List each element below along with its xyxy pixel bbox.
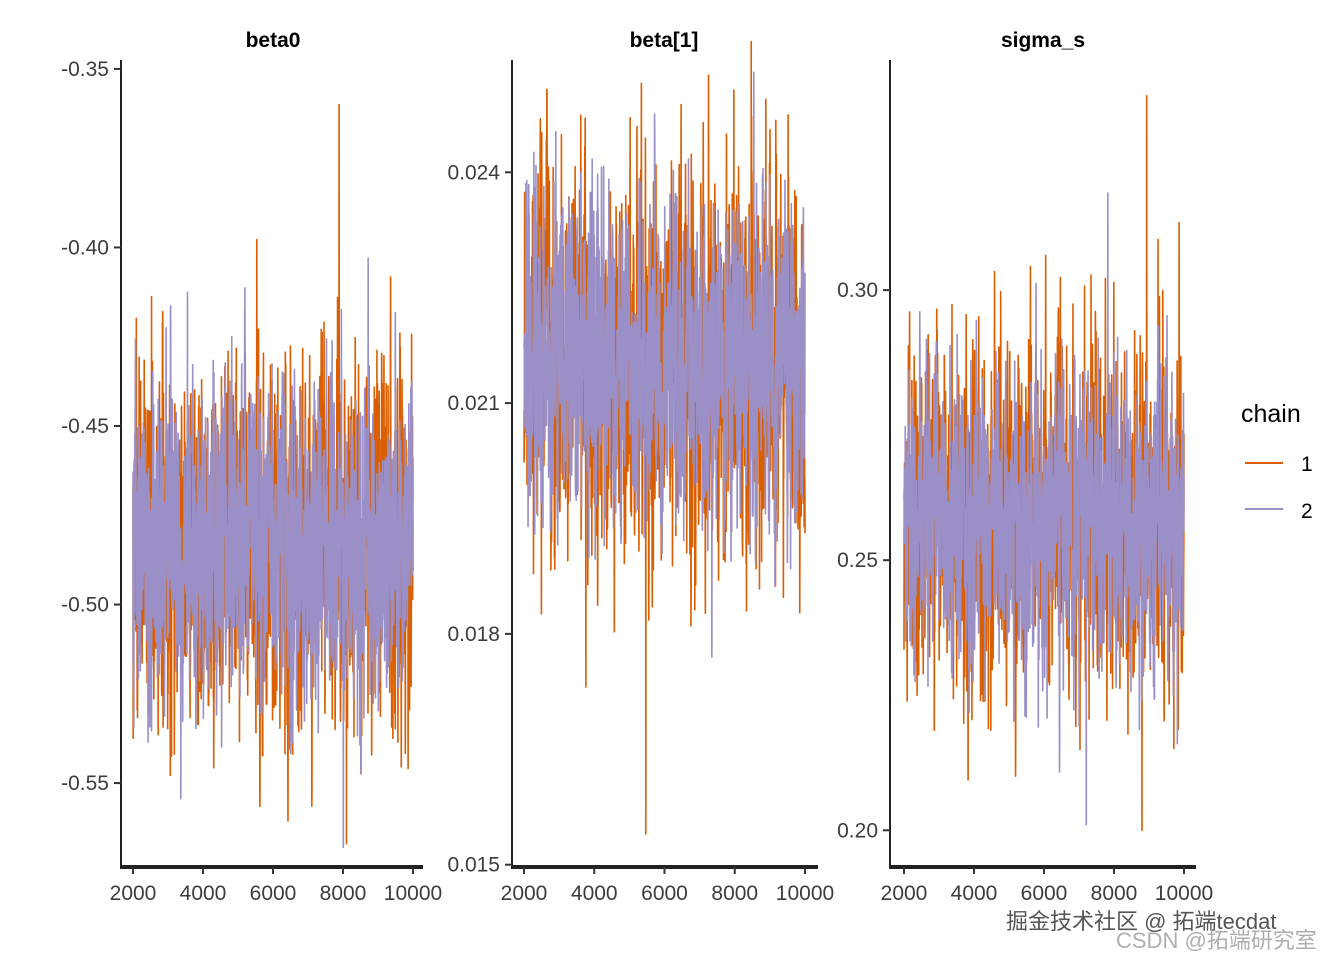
x-tick-label: 2000 bbox=[110, 882, 157, 905]
trace-line-chain-2 bbox=[132, 257, 414, 849]
watermark-text: 掘金技术社区 @ 拓端tecdat bbox=[1006, 909, 1277, 934]
watermark-text-secondary: CSDN @拓端研究室 bbox=[1116, 928, 1317, 953]
trace-line-chain-2 bbox=[523, 71, 806, 658]
panel-title: beta0 bbox=[246, 29, 301, 52]
x-tick-label: 6000 bbox=[1021, 882, 1068, 905]
panel-beta0: beta0 -0.35 -0.40 -0.45 -0.50 -0.55 2000 4000 6… bbox=[61, 29, 442, 905]
trace-line-chain-2 bbox=[903, 192, 1185, 826]
y-tick-label: 0.024 bbox=[447, 161, 500, 184]
y-tick-label: -0.35 bbox=[61, 58, 109, 81]
y-tick-label: 0.25 bbox=[837, 549, 878, 572]
legend-label-chain-2: 2 bbox=[1301, 500, 1313, 523]
legend-label-chain-1: 1 bbox=[1301, 453, 1313, 476]
x-tick-label: 4000 bbox=[951, 882, 998, 905]
y-tick-label: -0.40 bbox=[61, 236, 109, 259]
axes: -0.35 -0.40 -0.45 -0.50 -0.55 2000 4000 6000 800… bbox=[61, 58, 442, 905]
y-tick-label: -0.55 bbox=[61, 772, 109, 795]
panel-title: beta[1] bbox=[630, 29, 699, 52]
y-tick-label: -0.50 bbox=[61, 594, 109, 617]
x-tick-label: 10000 bbox=[1155, 882, 1213, 905]
x-tick-label: 8000 bbox=[1091, 882, 1138, 905]
x-tick-label: 8000 bbox=[711, 882, 758, 905]
panel-title: sigma_s bbox=[1001, 29, 1085, 52]
legend: chain 1 2 bbox=[1241, 400, 1313, 523]
y-tick-label: 0.015 bbox=[447, 854, 500, 877]
x-tick-label: 2000 bbox=[881, 882, 928, 905]
y-tick-label: 0.018 bbox=[447, 623, 500, 646]
x-tick-label: 4000 bbox=[180, 882, 227, 905]
trace-lines bbox=[132, 103, 414, 849]
y-tick-label: 0.021 bbox=[447, 392, 500, 415]
axes: 0.20 0.25 0.30 2000 4000 6000 8000 10000 bbox=[837, 60, 1213, 905]
trace-lines bbox=[523, 40, 806, 835]
x-tick-label: 8000 bbox=[320, 882, 367, 905]
panel-sigma-s: sigma_s 0.20 0.25 0.30 2000 4000 6000 8000 1000… bbox=[837, 29, 1213, 905]
trace-lines bbox=[903, 94, 1185, 832]
y-tick-label: 0.20 bbox=[837, 819, 878, 842]
legend-title: chain bbox=[1241, 400, 1301, 428]
x-tick-label: 6000 bbox=[250, 882, 297, 905]
y-tick-label: -0.45 bbox=[61, 415, 109, 438]
axes: 0.015 0.018 0.021 0.024 2000 4000 6000 8000 1000… bbox=[447, 60, 834, 905]
x-tick-label: 4000 bbox=[571, 882, 618, 905]
y-tick-label: 0.30 bbox=[837, 279, 878, 302]
x-tick-label: 10000 bbox=[776, 882, 834, 905]
x-tick-label: 10000 bbox=[384, 882, 442, 905]
x-tick-label: 6000 bbox=[641, 882, 688, 905]
x-tick-label: 2000 bbox=[501, 882, 548, 905]
panel-beta1: beta[1] 0.015 0.018 0.021 0.024 2000 4000 6000… bbox=[447, 29, 834, 905]
